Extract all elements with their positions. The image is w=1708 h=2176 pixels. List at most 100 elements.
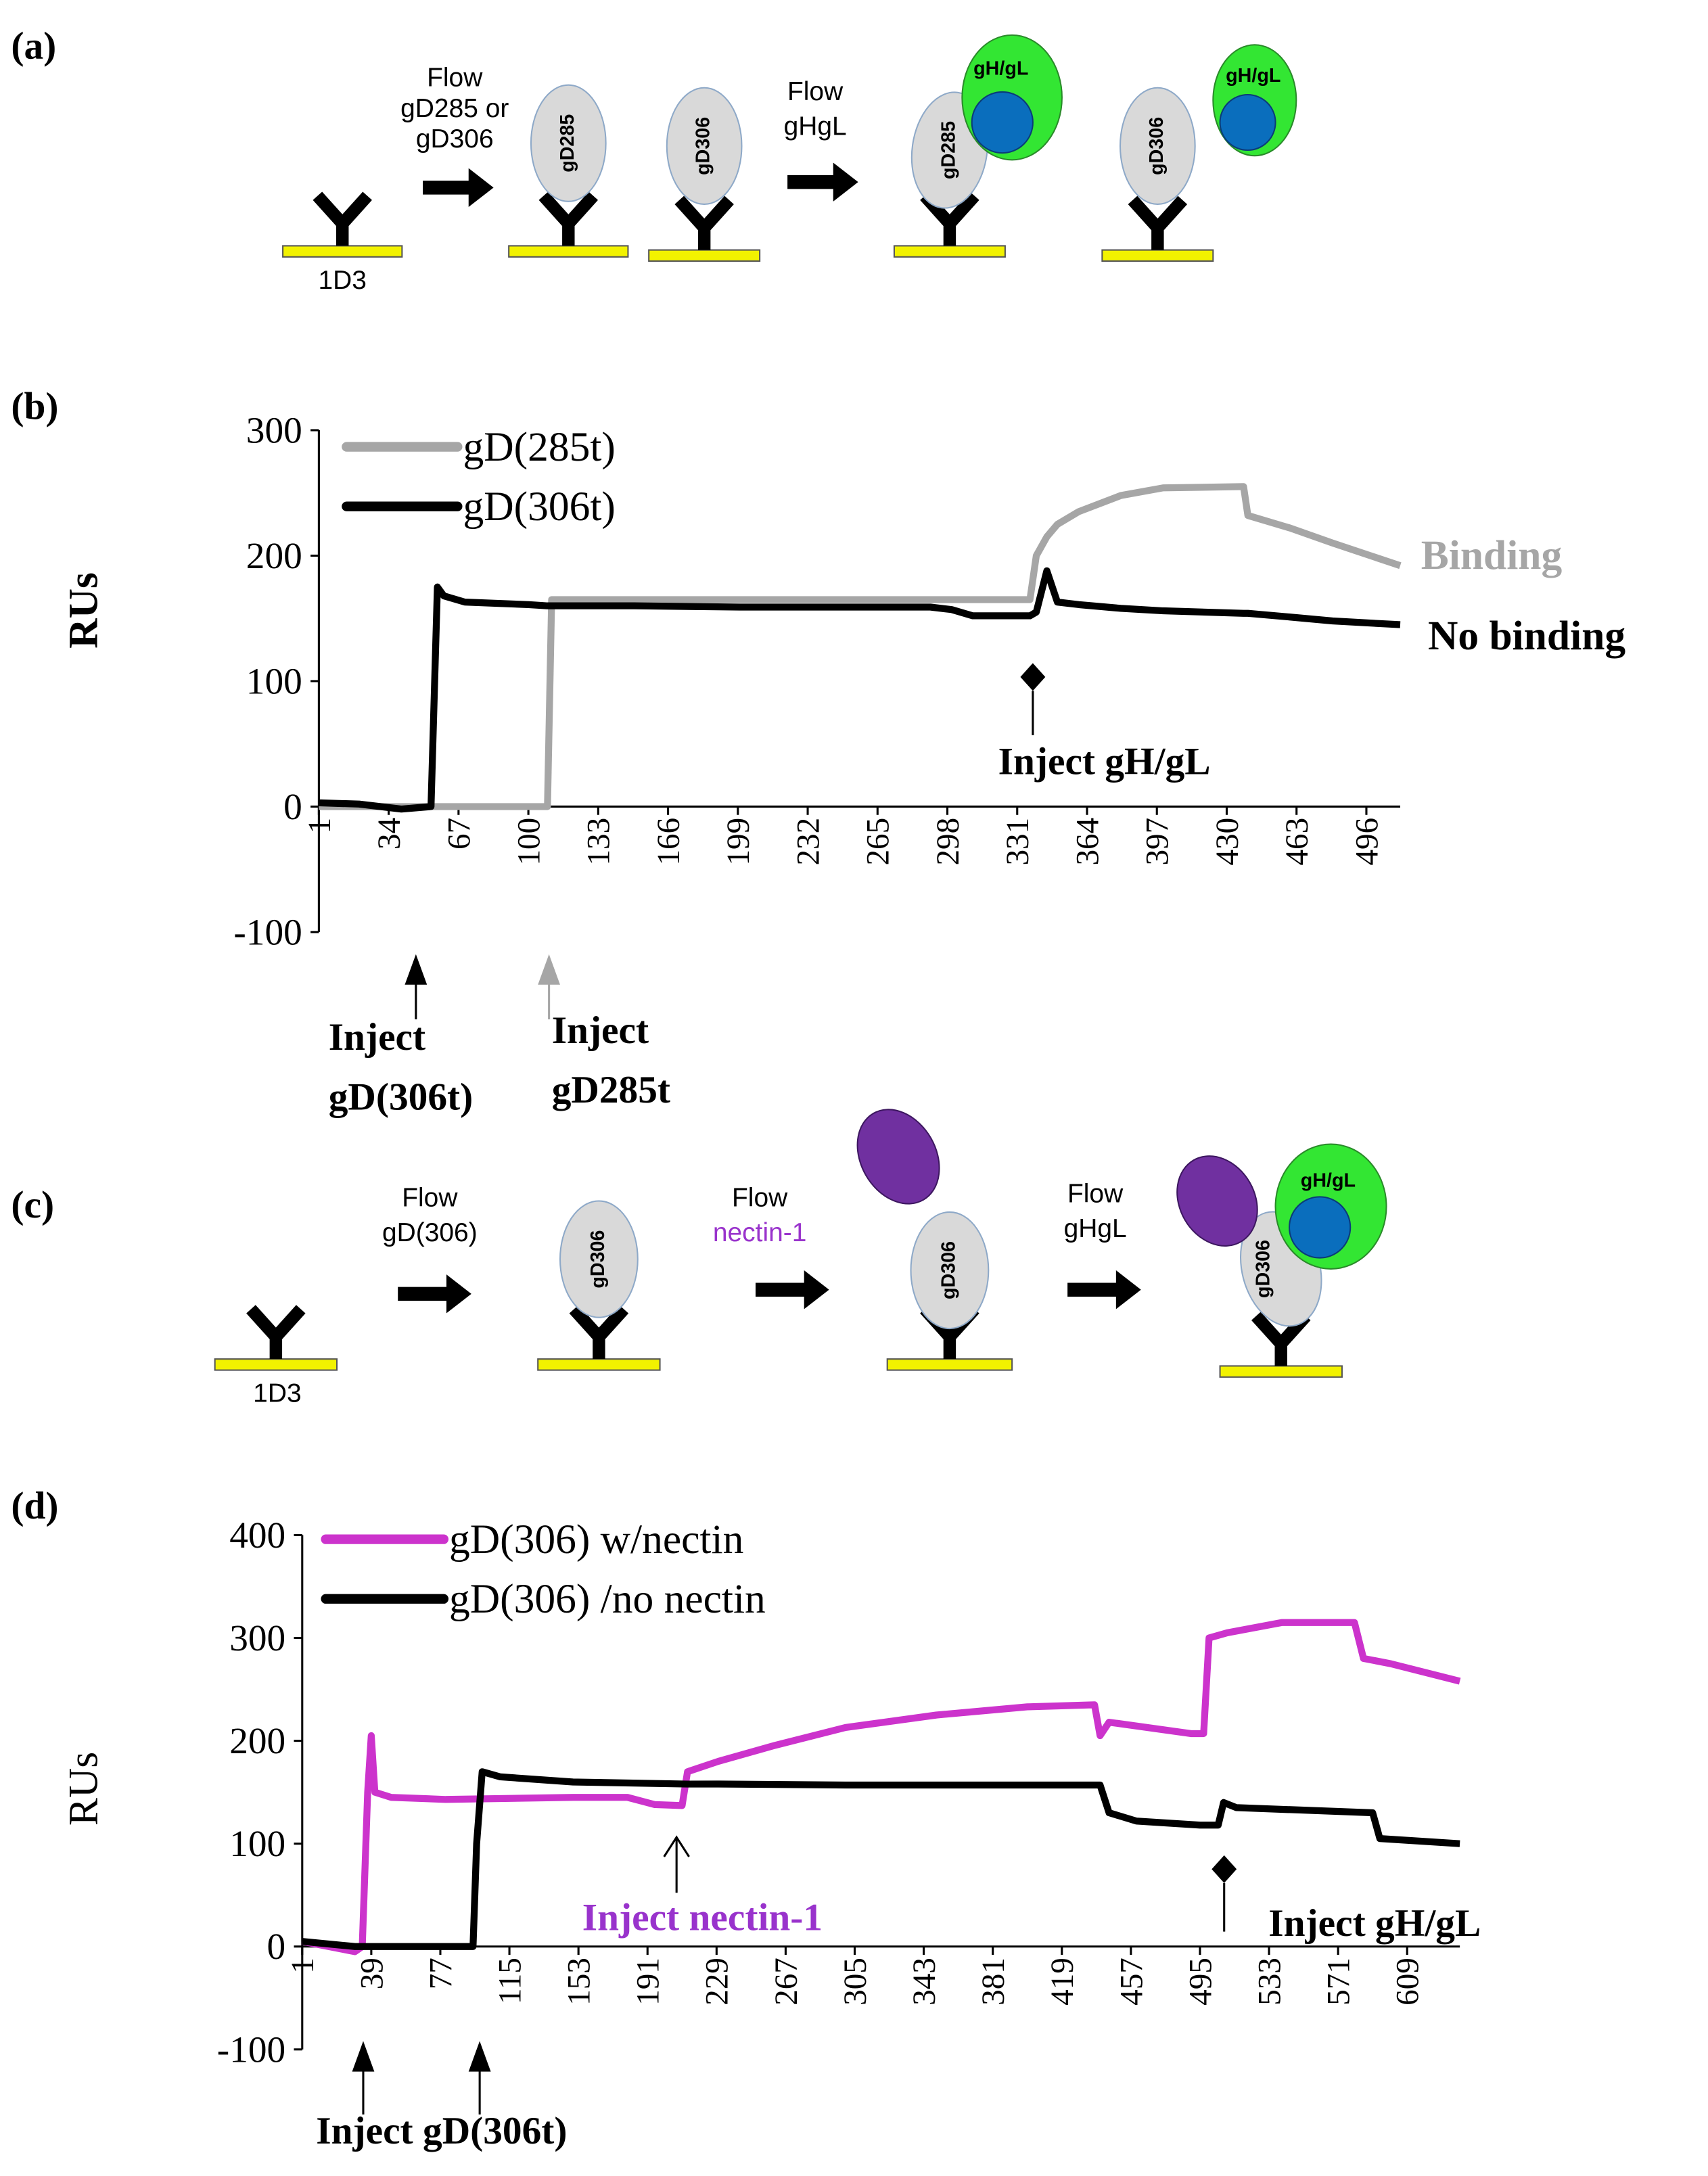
annotation: No binding — [1428, 613, 1625, 659]
label: gD306 — [938, 1241, 959, 1299]
x-tick-label: 305 — [838, 1958, 873, 2006]
label: gH/gL — [1301, 1170, 1356, 1191]
x-tick-label: 331 — [1000, 818, 1036, 866]
y-tick-label: 100 — [229, 1823, 285, 1864]
antibody — [1101, 195, 1214, 262]
arrow — [398, 1274, 471, 1314]
antibody — [537, 1305, 661, 1371]
x-tick-label: 381 — [976, 1958, 1011, 2006]
protein — [856, 1109, 940, 1205]
x-tick-label: 229 — [700, 1958, 735, 2006]
x-tick-label: 430 — [1210, 818, 1245, 866]
protein — [910, 1211, 990, 1330]
protein — [530, 84, 607, 202]
protein — [666, 87, 743, 205]
x-tick-label: 265 — [861, 818, 896, 866]
series-line — [319, 567, 1401, 813]
antibody — [886, 1305, 1013, 1371]
legend-label: gD(306) w/nectin — [449, 1517, 743, 1562]
x-tick-label: 34 — [372, 818, 407, 850]
arrow-head — [352, 2041, 375, 2072]
protein — [971, 91, 1034, 154]
arrow — [1067, 1270, 1141, 1310]
y-tick-label: 300 — [229, 1617, 285, 1659]
y-axis-label: RUs — [60, 1752, 106, 1826]
x-tick-label: 1 — [302, 818, 338, 834]
label: gD285 or — [400, 94, 509, 123]
arrow-head — [468, 2041, 491, 2072]
x-tick-label: 115 — [492, 1958, 528, 2004]
arrow-head — [405, 954, 428, 985]
label: Flow — [402, 1184, 458, 1213]
antibody — [508, 191, 629, 258]
x-tick-label: 100 — [511, 818, 547, 866]
panel-label: (a) — [11, 25, 56, 68]
label: gHgL — [784, 112, 847, 141]
y-tick-label: -100 — [233, 911, 302, 952]
x-tick-label: 166 — [651, 818, 687, 866]
legend-label: gD(285t) — [463, 424, 616, 470]
panel-label: (c) — [11, 1184, 54, 1226]
antibody — [214, 1305, 338, 1371]
y-axis-label: RUs — [60, 572, 106, 649]
y-tick-label: 0 — [283, 786, 302, 827]
arrow — [787, 162, 858, 202]
annotation: Inject gH/gL — [998, 740, 1211, 783]
x-tick-label: 77 — [423, 1958, 459, 1989]
series-line — [302, 1768, 1460, 1950]
protein — [1176, 1155, 1258, 1247]
y-tick-label: 200 — [246, 535, 302, 576]
label: gD306 — [693, 117, 714, 175]
legend-label: gD(306) /no nectin — [449, 1576, 766, 1622]
y-tick-label: 0 — [267, 1926, 286, 1967]
x-tick-label: 419 — [1045, 1958, 1080, 2006]
label: Flow — [427, 64, 483, 93]
x-tick-label: 133 — [582, 818, 617, 866]
label: gD306 — [1253, 1240, 1274, 1298]
label: Flow — [732, 1184, 788, 1213]
protein — [559, 1200, 639, 1318]
x-tick-label: 1 — [285, 1958, 321, 1974]
antibody — [282, 191, 403, 258]
x-tick-label: 609 — [1391, 1958, 1426, 2006]
arrow-head — [1211, 1855, 1237, 1883]
label: gD306 — [416, 124, 494, 154]
label: gH/gL — [973, 58, 1028, 80]
label: 1D3 — [319, 266, 367, 295]
y-tick-label: 100 — [246, 660, 302, 701]
x-tick-label: 343 — [907, 1958, 942, 2006]
legend-label: gD(306t) — [463, 484, 616, 530]
annotation: Inject — [552, 1009, 649, 1052]
annotation: gD(306t) — [329, 1075, 474, 1118]
label: gD285 — [938, 121, 959, 179]
label: gD306 — [587, 1230, 609, 1289]
x-tick-label: 298 — [931, 818, 966, 866]
label: gD306 — [1146, 117, 1168, 175]
label: 1D3 — [253, 1379, 301, 1408]
x-tick-label: 199 — [721, 818, 756, 866]
label: gH/gL — [1226, 65, 1280, 87]
x-tick-label: 232 — [791, 818, 826, 866]
y-tick-label: -100 — [217, 2029, 285, 2070]
arrow — [755, 1270, 829, 1310]
label: gHgL — [1064, 1214, 1127, 1243]
x-tick-label: 67 — [442, 818, 477, 850]
annotation: Inject gH/gL — [1268, 1902, 1481, 1945]
series-line — [301, 1619, 1461, 1955]
annotation: gD285t — [552, 1069, 670, 1111]
protein — [1119, 87, 1196, 205]
annotation: Inject gD(306t) — [316, 2110, 567, 2152]
x-tick-label: 533 — [1252, 1958, 1287, 2006]
x-tick-label: 571 — [1322, 1958, 1357, 2006]
diagram-a: 1D3 Flow gD285 or gD306 gD285 gD306 Flow… — [282, 34, 1297, 295]
antibody — [648, 195, 761, 262]
label: nectin-1 — [713, 1218, 807, 1247]
y-tick-label: 300 — [246, 409, 302, 450]
series-line — [319, 483, 1402, 810]
annotation: Inject — [329, 1016, 425, 1059]
panel-label: (b) — [11, 386, 58, 428]
arrow — [423, 168, 494, 208]
annotation: Inject nectin-1 — [582, 1897, 823, 1939]
label: gD285 — [557, 114, 578, 172]
